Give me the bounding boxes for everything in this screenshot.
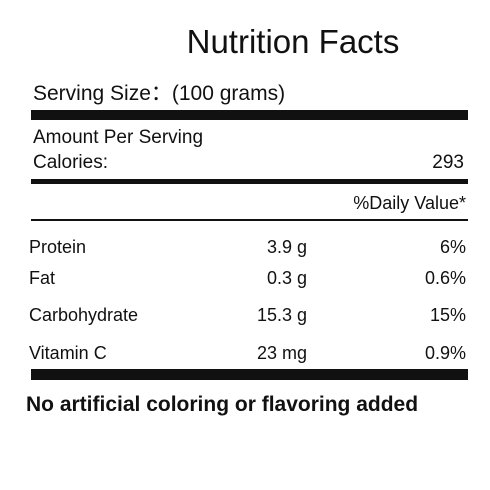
divider-thick xyxy=(31,110,468,120)
footer-note: No artificial coloring or flavoring adde… xyxy=(26,393,419,416)
nutrient-amount: 3.9 g xyxy=(266,237,307,257)
nutrient-amount: 23 mg xyxy=(256,343,307,363)
divider-bottom-thick xyxy=(31,369,468,380)
nutrient-daily-value: 15% xyxy=(429,305,466,325)
page-title: Nutrition Facts xyxy=(186,23,400,60)
calories-value: 293 xyxy=(432,152,464,173)
nutrient-daily-value: 0.9% xyxy=(424,343,466,363)
serving-size: Serving Size：(100 grams) xyxy=(33,82,286,105)
daily-value-header: %Daily Value* xyxy=(353,193,466,213)
divider-medium xyxy=(31,179,468,184)
nutrient-name: Protein xyxy=(29,237,87,257)
nutrient-name: Vitamin C xyxy=(29,343,107,363)
nutrient-name: Fat xyxy=(29,268,56,288)
nutrient-daily-value: 0.6% xyxy=(424,268,466,288)
nutrient-amount: 15.3 g xyxy=(256,305,307,325)
nutrient-name: Carbohydrate xyxy=(29,305,139,325)
divider-thin xyxy=(31,219,468,221)
nutrient-amount: 0.3 g xyxy=(266,268,307,288)
amount-per-serving: Amount Per Serving xyxy=(33,127,204,148)
calories-label: Calories: xyxy=(33,152,108,173)
nutrient-daily-value: 6% xyxy=(439,237,466,257)
